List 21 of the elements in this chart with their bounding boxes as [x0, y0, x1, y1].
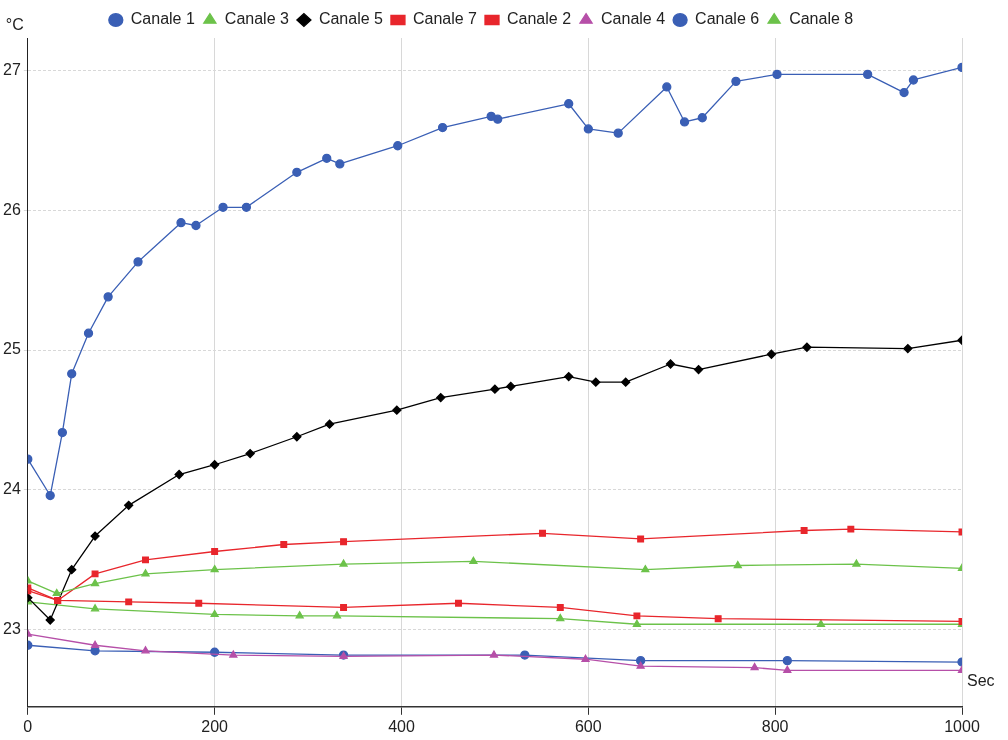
legend-label: Canale 2 [507, 10, 572, 28]
y-tick-label: 24 [3, 480, 21, 498]
y-tick-label: 26 [3, 200, 21, 218]
legend-label: Canale 6 [695, 10, 760, 28]
x-tick-label: 600 [574, 717, 602, 735]
legend-label: Canale 4 [601, 10, 666, 28]
x-tick-label: 0 [23, 717, 33, 735]
y-tick-label: 27 [3, 60, 21, 78]
legend-label: Canale 1 [130, 10, 195, 28]
y-tick-label: 25 [3, 340, 21, 358]
legend-label: Canale 8 [789, 10, 854, 28]
y-axis-title: °C [5, 16, 24, 34]
legend-label: Canale 3 [224, 10, 290, 28]
x-tick-label: 1000 [944, 717, 980, 735]
y-tick-label: 23 [3, 620, 21, 638]
legend-label: Canale 7 [412, 10, 478, 28]
legend-label: Canale 5 [318, 10, 384, 28]
x-tick-label: 400 [388, 717, 415, 735]
x-axis-title: Sec [967, 672, 995, 690]
x-tick-label: 800 [761, 717, 789, 735]
x-tick-label: 200 [201, 717, 229, 735]
